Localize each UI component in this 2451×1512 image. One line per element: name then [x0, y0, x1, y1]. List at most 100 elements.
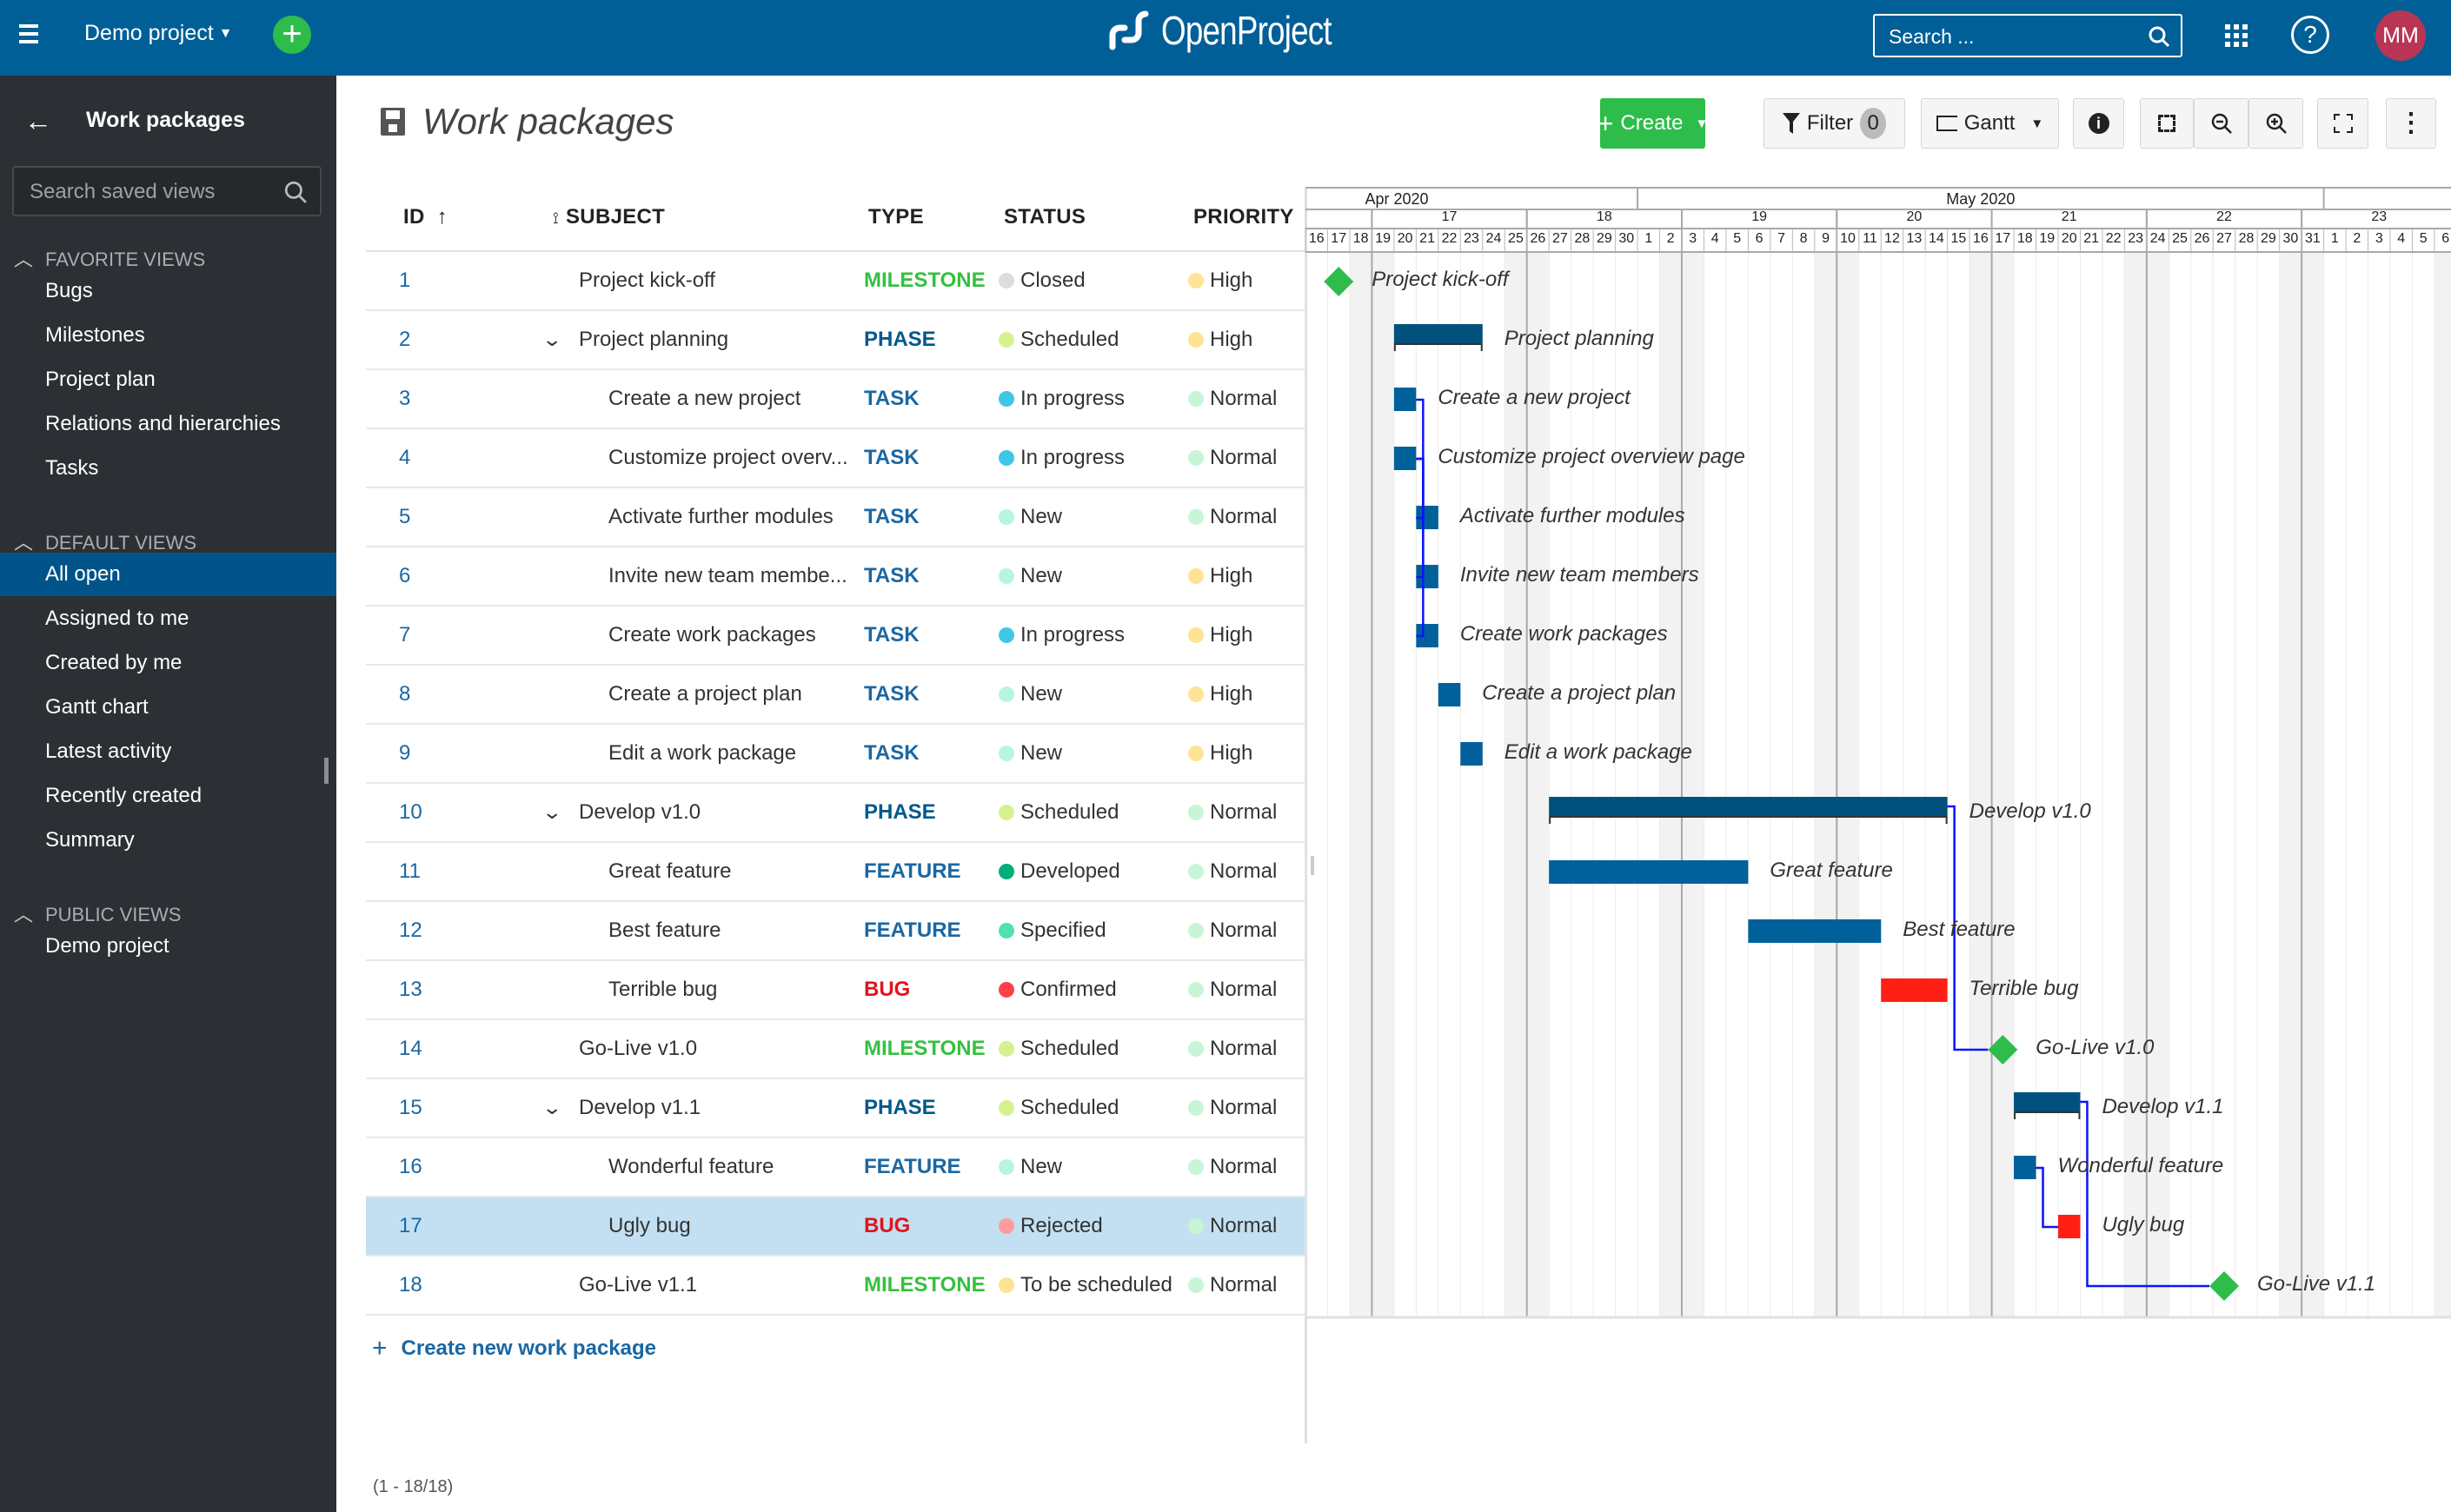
- work-package-id[interactable]: 5: [399, 505, 411, 528]
- priority[interactable]: Normal: [1210, 1155, 1278, 1178]
- priority[interactable]: High: [1210, 623, 1253, 647]
- hamburger-menu-icon[interactable]: [19, 24, 38, 43]
- openproject-logo[interactable]: OpenProject: [1107, 7, 1374, 54]
- status[interactable]: In progress: [1020, 623, 1126, 647]
- project-selector[interactable]: Demo project ▼: [84, 21, 233, 46]
- status[interactable]: New: [1020, 564, 1063, 587]
- work-package-id[interactable]: 9: [399, 741, 411, 765]
- table-row[interactable]: 1 Project kick-off MILESTONE Closed High: [366, 252, 1306, 311]
- work-package-id[interactable]: 2: [399, 328, 411, 351]
- priority[interactable]: High: [1210, 328, 1253, 351]
- column-header-status[interactable]: STATUS: [1004, 205, 1086, 229]
- work-package-id[interactable]: 3: [399, 387, 411, 410]
- subject[interactable]: Project kick-off: [579, 269, 715, 292]
- table-row[interactable]: 14 Go-Live v1.0 MILESTONE Scheduled Norm…: [366, 1020, 1306, 1079]
- work-package-id[interactable]: 6: [399, 564, 411, 587]
- priority[interactable]: Normal: [1210, 387, 1278, 410]
- priority[interactable]: High: [1210, 564, 1253, 587]
- sidebar-item[interactable]: Bugs: [45, 279, 93, 302]
- collapse-chevron-icon[interactable]: ⌄: [541, 328, 563, 350]
- status[interactable]: New: [1020, 1155, 1063, 1178]
- sidebar-item[interactable]: Project plan: [45, 368, 156, 391]
- table-row[interactable]: 11 Great feature FEATURE Developed Norma…: [366, 843, 1306, 902]
- table-row[interactable]: 12 Best feature FEATURE Specified Normal: [366, 902, 1306, 961]
- collapse-chevron-icon[interactable]: ⌄: [541, 801, 563, 823]
- modules-grid-icon[interactable]: [2225, 24, 2248, 47]
- status[interactable]: Rejected: [1020, 1214, 1103, 1237]
- zoom-auto-button[interactable]: [2140, 98, 2194, 149]
- work-package-id[interactable]: 15: [399, 1096, 422, 1119]
- sidebar-item[interactable]: Recently created: [45, 784, 203, 807]
- status[interactable]: New: [1020, 505, 1063, 528]
- collapse-chevron-icon[interactable]: ⌄: [541, 1097, 563, 1118]
- save-view-icon[interactable]: [381, 108, 405, 136]
- table-row[interactable]: 3 Create a new project TASK In progress …: [366, 370, 1306, 429]
- status[interactable]: Scheduled: [1020, 328, 1119, 351]
- table-row[interactable]: 16 Wonderful feature FEATURE New Normal: [366, 1138, 1306, 1197]
- status[interactable]: Scheduled: [1020, 1037, 1119, 1060]
- subject[interactable]: Go-Live v1.0: [579, 1037, 698, 1060]
- subject[interactable]: Create work packages: [608, 623, 816, 647]
- work-package-id[interactable]: 18: [399, 1273, 422, 1296]
- status[interactable]: In progress: [1020, 446, 1126, 469]
- subject[interactable]: Best feature: [608, 918, 721, 942]
- column-header-id[interactable]: ID ↑: [403, 205, 448, 229]
- subject[interactable]: Develop v1.1: [579, 1096, 701, 1119]
- subject[interactable]: Customize project overv...: [608, 446, 848, 469]
- column-header-priority[interactable]: PRIORITY: [1193, 205, 1294, 229]
- status[interactable]: Scheduled: [1020, 800, 1119, 824]
- status[interactable]: New: [1020, 741, 1063, 765]
- sidebar-item[interactable]: Created by me: [45, 651, 183, 674]
- sidebar-item[interactable]: Assigned to me: [45, 607, 189, 630]
- status[interactable]: Specified: [1020, 918, 1106, 942]
- table-row[interactable]: 5 Activate further modules TASK New Norm…: [366, 488, 1306, 547]
- sidebar-item[interactable]: Tasks: [45, 456, 99, 480]
- subject[interactable]: Go-Live v1.1: [579, 1273, 698, 1296]
- sidebar-item[interactable]: Relations and hierarchies: [45, 412, 281, 435]
- fullscreen-button[interactable]: [2317, 98, 2368, 149]
- work-package-id[interactable]: 11: [399, 859, 421, 883]
- subject[interactable]: Terrible bug: [608, 978, 718, 1001]
- work-package-id[interactable]: 10: [399, 800, 422, 824]
- filter-button[interactable]: Filter 0: [1764, 98, 1905, 149]
- sidebar-section-header[interactable]: ︿ FAVORITE VIEWS: [0, 242, 336, 277]
- work-package-id[interactable]: 16: [399, 1155, 422, 1178]
- status[interactable]: Developed: [1020, 859, 1120, 883]
- more-actions-button[interactable]: ⋮: [2386, 98, 2436, 149]
- table-row[interactable]: 10 ⌄ Develop v1.0 PHASE Scheduled Normal: [366, 784, 1306, 843]
- saved-views-search-input[interactable]: Search saved views: [12, 166, 322, 216]
- status[interactable]: Confirmed: [1020, 978, 1117, 1001]
- sidebar-item[interactable]: Summary: [45, 828, 135, 852]
- table-gantt-splitter[interactable]: [1305, 188, 1307, 1443]
- priority[interactable]: Normal: [1210, 1037, 1278, 1060]
- hierarchy-icon[interactable]: ⟟: [553, 209, 559, 227]
- priority[interactable]: Normal: [1210, 978, 1278, 1001]
- sidebar-resize-handle[interactable]: [324, 758, 329, 784]
- table-row[interactable]: 17 Ugly bug BUG Rejected Normal: [366, 1197, 1306, 1257]
- priority[interactable]: Normal: [1210, 1096, 1278, 1119]
- quick-add-button[interactable]: +: [273, 16, 311, 54]
- table-row[interactable]: 8 Create a project plan TASK New High: [366, 666, 1306, 725]
- status[interactable]: New: [1020, 682, 1063, 706]
- sidebar-section-header[interactable]: ︿ PUBLIC VIEWS: [0, 898, 336, 932]
- subject[interactable]: Develop v1.0: [579, 800, 701, 824]
- work-package-id[interactable]: 1: [399, 269, 411, 292]
- status[interactable]: Closed: [1020, 269, 1086, 292]
- work-package-id[interactable]: 17: [399, 1214, 422, 1237]
- create-new-work-package-link[interactable]: + Create new work package: [372, 1334, 656, 1363]
- subject[interactable]: Create a project plan: [608, 682, 802, 706]
- subject[interactable]: Activate further modules: [608, 505, 834, 528]
- priority[interactable]: Normal: [1210, 1273, 1278, 1296]
- table-row[interactable]: 13 Terrible bug BUG Confirmed Normal: [366, 961, 1306, 1020]
- subject[interactable]: Invite new team membe...: [608, 564, 847, 587]
- subject[interactable]: Wonderful feature: [608, 1155, 774, 1178]
- priority[interactable]: Normal: [1210, 918, 1278, 942]
- priority[interactable]: Normal: [1210, 859, 1278, 883]
- table-row[interactable]: 6 Invite new team membe... TASK New High: [366, 547, 1306, 607]
- status[interactable]: Scheduled: [1020, 1096, 1119, 1119]
- sidebar-item[interactable]: Gantt chart: [45, 695, 149, 719]
- work-package-id[interactable]: 8: [399, 682, 411, 706]
- create-button[interactable]: + Create ▼: [1597, 98, 1708, 149]
- status[interactable]: To be scheduled: [1020, 1273, 1172, 1296]
- status[interactable]: In progress: [1020, 387, 1126, 410]
